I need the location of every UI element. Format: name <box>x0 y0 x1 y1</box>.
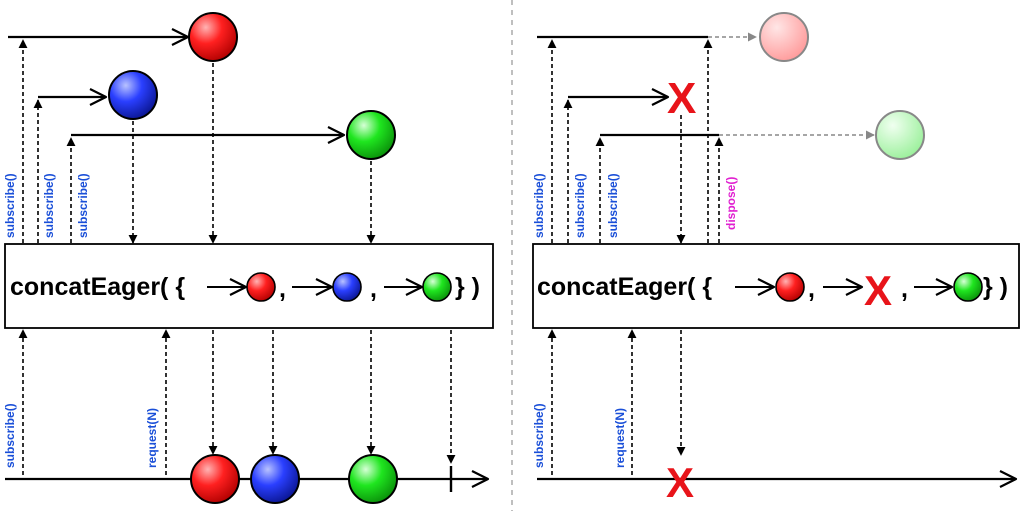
subscribe-label-1: subscribe() <box>3 173 17 238</box>
inline-marble-red-right <box>775 272 805 302</box>
request-label-right: request(N) <box>613 408 627 468</box>
right-panel: X subscribe() subscribe() subscribe() di… <box>532 12 1020 506</box>
subscribe-label-3-right: subscribe() <box>606 173 620 238</box>
output-marble-red <box>190 454 240 504</box>
bottom-subscribe-label: subscribe() <box>3 403 17 468</box>
marble-red <box>188 12 238 62</box>
bottom-subscribe-label-right: subscribe() <box>532 403 546 468</box>
error-x-source: X <box>667 74 696 123</box>
left-panel: subscribe() subscribe() subscribe() conc… <box>3 12 494 504</box>
subscribe-label-2: subscribe() <box>42 173 56 238</box>
operator-suffix: } ) <box>455 273 480 301</box>
subscribe-label-3: subscribe() <box>76 173 90 238</box>
separator-2-right: , <box>901 275 908 303</box>
marble-blue <box>108 70 158 120</box>
inline-error-x: X <box>864 267 892 314</box>
dispose-label: dispose() <box>724 177 738 230</box>
operator-prefix: concatEager( { <box>10 273 185 301</box>
operator-prefix-right: concatEager( { <box>537 273 712 301</box>
operator-suffix-right: } ) <box>983 273 1008 301</box>
separator-1: , <box>279 275 286 303</box>
faded-marble-red <box>759 12 809 62</box>
separator-1-right: , <box>808 275 815 303</box>
output-marble-blue <box>250 454 300 504</box>
marble-green <box>346 110 396 160</box>
inline-marble-green <box>422 272 452 302</box>
inline-marble-red <box>246 272 276 302</box>
subscribe-label-2-right: subscribe() <box>573 173 587 238</box>
output-marble-green <box>348 454 398 504</box>
output-error-x: X <box>666 459 694 506</box>
faded-marble-green <box>875 110 925 160</box>
inline-marble-blue <box>332 272 362 302</box>
request-label: request(N) <box>145 408 159 468</box>
subscribe-label-1-right: subscribe() <box>532 173 546 238</box>
inline-marble-green-right <box>953 272 983 302</box>
separator-2: , <box>370 275 377 303</box>
